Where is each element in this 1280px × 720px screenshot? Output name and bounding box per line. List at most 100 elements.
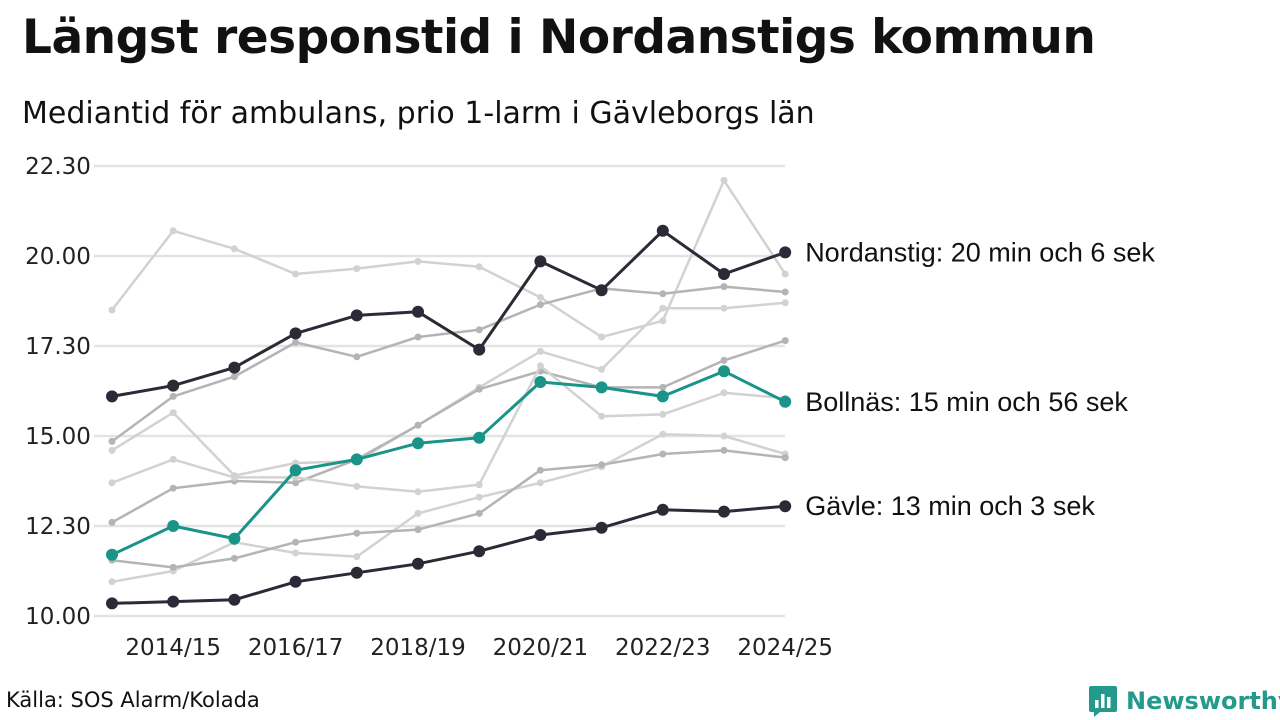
data-point	[534, 376, 547, 388]
x-tick-label: 2014/15	[125, 635, 221, 661]
data-point	[106, 548, 118, 561]
data-point	[169, 484, 177, 492]
y-tick-label: 22.30	[25, 154, 91, 180]
data-point	[781, 454, 789, 462]
data-point	[292, 338, 300, 346]
series-kommun-d	[108, 337, 789, 526]
series-line	[111, 364, 786, 494]
data-point	[412, 305, 424, 318]
y-tick-label: 20.00	[25, 244, 91, 270]
data-point	[659, 430, 667, 438]
x-tick-label: 2018/19	[370, 635, 466, 661]
data-point	[595, 521, 608, 534]
data-point	[228, 361, 241, 374]
x-tick-label: 2020/21	[493, 635, 589, 661]
data-point	[414, 509, 422, 517]
data-point	[781, 288, 789, 296]
data-point	[475, 509, 483, 517]
data-point	[106, 390, 118, 403]
data-point	[108, 518, 116, 526]
data-point	[169, 227, 177, 235]
data-point	[167, 520, 180, 532]
data-point	[108, 446, 116, 454]
data-point	[781, 270, 789, 278]
data-point	[656, 390, 669, 403]
data-point	[534, 255, 547, 268]
data-point	[169, 563, 177, 571]
data-point	[781, 299, 789, 307]
series-kommun-b	[108, 283, 789, 445]
data-point	[659, 304, 667, 312]
data-point	[720, 176, 728, 184]
data-point	[108, 437, 116, 445]
data-point	[475, 385, 483, 393]
series-label-g-vle: Gävle: 13 min och 3 sek	[805, 491, 1095, 521]
series-g-vle	[106, 500, 792, 610]
data-point	[167, 379, 180, 392]
data-point	[656, 224, 669, 237]
data-point	[659, 290, 667, 298]
data-point	[598, 412, 606, 420]
series-bolln-s	[106, 365, 792, 561]
series-kommun-g	[108, 446, 789, 571]
data-point	[414, 257, 422, 265]
data-point	[779, 246, 792, 259]
data-point	[475, 481, 483, 489]
brand-name: Newsworthy	[1126, 687, 1280, 715]
data-point	[536, 301, 544, 309]
data-point	[414, 421, 422, 429]
data-point	[292, 549, 300, 557]
source-note: Källa: SOS Alarm/Kolada	[6, 688, 260, 712]
data-point	[536, 362, 544, 370]
x-tick-label: 2024/25	[737, 635, 833, 661]
data-point	[169, 409, 177, 417]
data-point	[720, 432, 728, 440]
brand-logo[interactable]: Newsworthy	[1088, 684, 1280, 718]
data-point	[289, 464, 302, 477]
data-point	[353, 353, 361, 361]
series-nordanstig	[106, 224, 792, 403]
data-point	[289, 575, 302, 588]
data-point	[720, 356, 728, 364]
data-point	[353, 529, 361, 537]
data-point	[720, 446, 728, 454]
data-point	[412, 437, 424, 450]
data-point	[536, 347, 544, 355]
data-point	[228, 532, 241, 545]
series-line	[111, 449, 786, 569]
data-point	[779, 500, 792, 513]
data-point	[108, 578, 116, 586]
data-point	[353, 553, 361, 561]
data-point	[536, 466, 544, 474]
series-label-nordanstig: Nordanstig: 20 min och 6 sek	[805, 237, 1155, 267]
y-tick-label: 15.00	[25, 424, 91, 450]
data-point	[289, 327, 302, 340]
data-point	[230, 245, 238, 253]
y-tick-label: 10.00	[25, 604, 91, 630]
chart-title: Längst responstid i Nordanstigs kommun	[22, 10, 1096, 65]
data-point	[536, 293, 544, 301]
data-point	[536, 479, 544, 487]
data-point	[473, 431, 486, 444]
x-tick-label: 2016/17	[248, 635, 344, 661]
data-point	[473, 545, 486, 558]
data-point	[598, 461, 606, 469]
series-line	[111, 369, 786, 557]
data-point	[353, 482, 361, 490]
data-point	[292, 538, 300, 546]
data-point	[656, 503, 669, 516]
series-line	[111, 179, 787, 339]
data-point	[228, 593, 241, 606]
data-point	[475, 326, 483, 334]
data-point	[292, 479, 300, 487]
data-point	[718, 365, 730, 378]
data-point	[659, 410, 667, 418]
data-point	[108, 306, 116, 314]
data-point	[414, 333, 422, 341]
data-point	[108, 479, 116, 487]
data-point	[230, 554, 238, 562]
data-point	[475, 263, 483, 271]
data-point	[473, 343, 486, 356]
series-label-bolln-s: Bollnäs: 15 min och 56 sek	[805, 387, 1128, 417]
